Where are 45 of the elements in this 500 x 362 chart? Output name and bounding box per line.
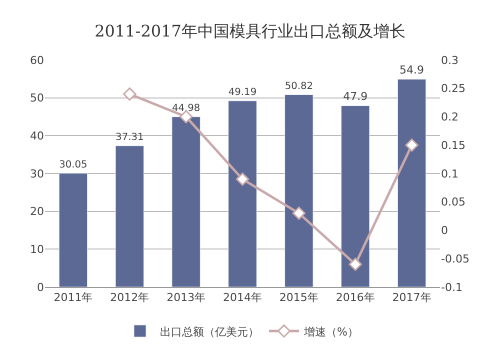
y2-tick-label: 0.2 [441,110,458,124]
y-tick-label: 10 [30,243,44,256]
point [292,206,306,220]
x-tick-label: 2015年 [279,291,318,304]
y-tick-label: 20 [30,205,44,218]
y2-tick-label: 0.3 [441,54,458,67]
point [405,138,418,152]
y2-tick-label: 0 [441,224,448,238]
data-label: 44.98 [172,103,200,114]
data-label: 30.05 [59,160,88,171]
x-tick-label: 2013年 [166,291,206,304]
x-tick-label: 2017年 [392,291,432,304]
bar [228,100,257,287]
bar [341,106,370,287]
legend-label: 增速（%） [303,325,358,338]
y2-tick-label: -0.05 [441,252,470,266]
y2-tick-label: 0.05 [441,196,466,209]
bar [58,173,88,287]
bar [115,146,144,287]
point [348,258,362,271]
y2-tick-label: -0.1 [441,280,462,294]
y-tick-label: 50 [30,92,44,105]
chart-title: 2011-2017年中国模具行业出口总额及增长 [94,22,406,41]
data-label: 49.19 [228,87,257,98]
x-tick-label: 2012年 [110,291,150,304]
y-tick-label: 60 [30,54,44,67]
point [123,87,136,101]
x-tick-label: 2011年 [54,291,93,304]
y2-tick-label: 0.25 [441,82,466,96]
y2-tick-label: 0.15 [441,138,466,152]
y-tick-label: 30 [30,167,44,180]
data-label: 37.31 [116,132,144,144]
x-tick-label: 2016年 [336,291,375,304]
data-label: 54.9 [400,63,424,76]
point [236,172,250,186]
bar [172,116,200,287]
legend-label: 出口总额（亿美元） [160,325,259,338]
x-tick-label: 2014年 [223,291,262,304]
bar [284,94,314,287]
bar [397,79,426,287]
y2-tick-label: 0.1 [441,167,458,180]
y-tick-label: 0 [37,280,44,294]
data-label: 47.9 [343,90,368,103]
data-label: 50.82 [284,81,314,92]
y-tick-label: 40 [30,130,44,143]
